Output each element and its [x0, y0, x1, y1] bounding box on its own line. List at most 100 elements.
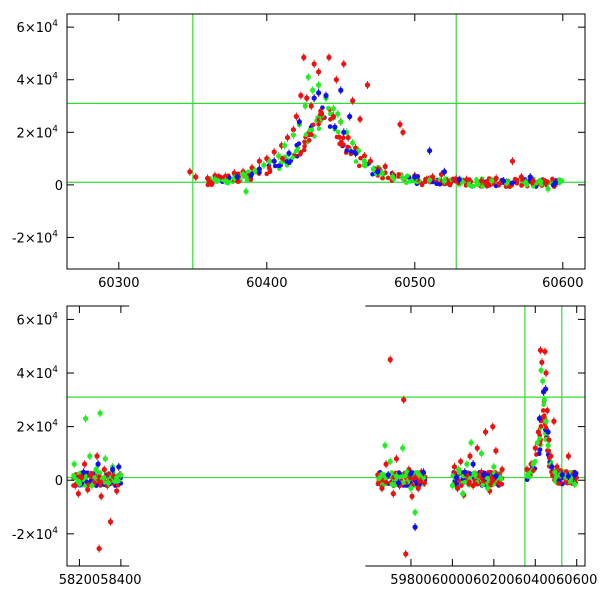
data-point: [525, 472, 531, 478]
data-point: [565, 453, 572, 459]
cloud-point: [337, 135, 342, 140]
data-point: [87, 453, 93, 459]
data-point: [397, 121, 403, 128]
data-point: [353, 150, 359, 156]
data-point: [557, 179, 563, 185]
data-point: [311, 61, 317, 67]
cloud-point: [310, 122, 316, 128]
data-point: [83, 415, 89, 422]
x-tick-label: 60400: [246, 276, 287, 291]
data-point: [118, 472, 124, 478]
cloud-point: [550, 473, 555, 478]
cloud-point: [398, 474, 403, 480]
data-point: [499, 466, 505, 473]
cloud-point: [483, 181, 488, 186]
data-point: [302, 103, 308, 109]
data-point: [489, 178, 495, 184]
data-point: [456, 177, 462, 183]
cloud-point: [264, 171, 270, 177]
data-point: [537, 347, 544, 353]
data-point: [493, 473, 499, 479]
y-tick-label: 6×104: [17, 311, 59, 328]
cloud-point: [537, 436, 542, 441]
plot-frame: [66, 13, 586, 270]
data-point: [451, 464, 458, 470]
x-tick-label: 58200: [59, 573, 100, 588]
data-point: [310, 87, 316, 93]
data-point: [341, 61, 347, 67]
data-point: [524, 466, 530, 473]
data-point: [480, 472, 487, 478]
cloud-point: [302, 139, 307, 145]
data-point: [393, 456, 400, 462]
data-point: [400, 445, 406, 451]
data-point: [330, 106, 336, 112]
cloud-point: [294, 142, 300, 148]
data-point: [549, 464, 555, 470]
data-point: [491, 464, 497, 470]
cloud-point: [450, 473, 456, 479]
data-point: [94, 453, 100, 459]
data-point: [545, 186, 551, 192]
data-point: [559, 472, 565, 478]
data-point: [252, 167, 258, 174]
data-point: [286, 150, 292, 156]
cloud-point: [290, 155, 295, 160]
y-tick-label: 6×104: [17, 19, 59, 36]
data-point: [540, 378, 546, 384]
data-point: [323, 92, 329, 99]
data-point: [187, 169, 193, 175]
data-point: [420, 469, 426, 475]
cloud-point: [556, 481, 561, 486]
cloud-point: [326, 105, 331, 111]
data-point: [544, 407, 550, 414]
data-point: [454, 485, 461, 491]
cloud-point: [327, 124, 333, 129]
cloud-point: [541, 402, 546, 408]
cloud-point: [419, 182, 425, 188]
cloud-point: [471, 183, 476, 189]
data-point: [298, 92, 304, 99]
data-point: [552, 469, 558, 475]
cloud-point: [401, 480, 406, 486]
data-point: [301, 54, 307, 60]
cloud-point: [537, 447, 543, 452]
data-point: [89, 482, 95, 489]
data-point: [534, 440, 540, 446]
data-point: [395, 480, 402, 486]
data-point: [382, 163, 388, 170]
data-point: [304, 95, 310, 101]
cloud-point: [337, 141, 342, 147]
cloud-point: [545, 448, 550, 454]
data-point: [335, 111, 341, 117]
data-point: [311, 95, 317, 101]
data-point: [490, 424, 496, 430]
x-tick-label: 60000: [432, 573, 473, 588]
cloud-point: [459, 483, 464, 488]
data-point: [532, 445, 538, 451]
cloud-point: [303, 132, 309, 138]
data-point: [243, 188, 249, 195]
data-point: [267, 158, 273, 164]
data-point: [458, 458, 464, 465]
cloud-point: [306, 138, 312, 143]
data-point: [93, 466, 99, 473]
data-point: [290, 132, 297, 138]
data-point: [412, 509, 418, 515]
cloud-point: [480, 482, 486, 488]
data-point: [281, 142, 288, 149]
data-point: [536, 415, 543, 422]
cloud-point: [467, 475, 472, 481]
plot-area: [67, 306, 585, 566]
data-point: [421, 480, 428, 486]
data-point: [420, 474, 426, 481]
cloud-point: [396, 172, 402, 177]
y-tick-label: 0: [55, 179, 63, 194]
data-point: [538, 179, 544, 185]
cloud-point: [404, 180, 409, 186]
cloud-point: [496, 181, 502, 187]
data-point: [474, 179, 480, 185]
cloud-point: [218, 175, 224, 180]
data-point: [403, 551, 409, 557]
data-point: [338, 119, 344, 125]
